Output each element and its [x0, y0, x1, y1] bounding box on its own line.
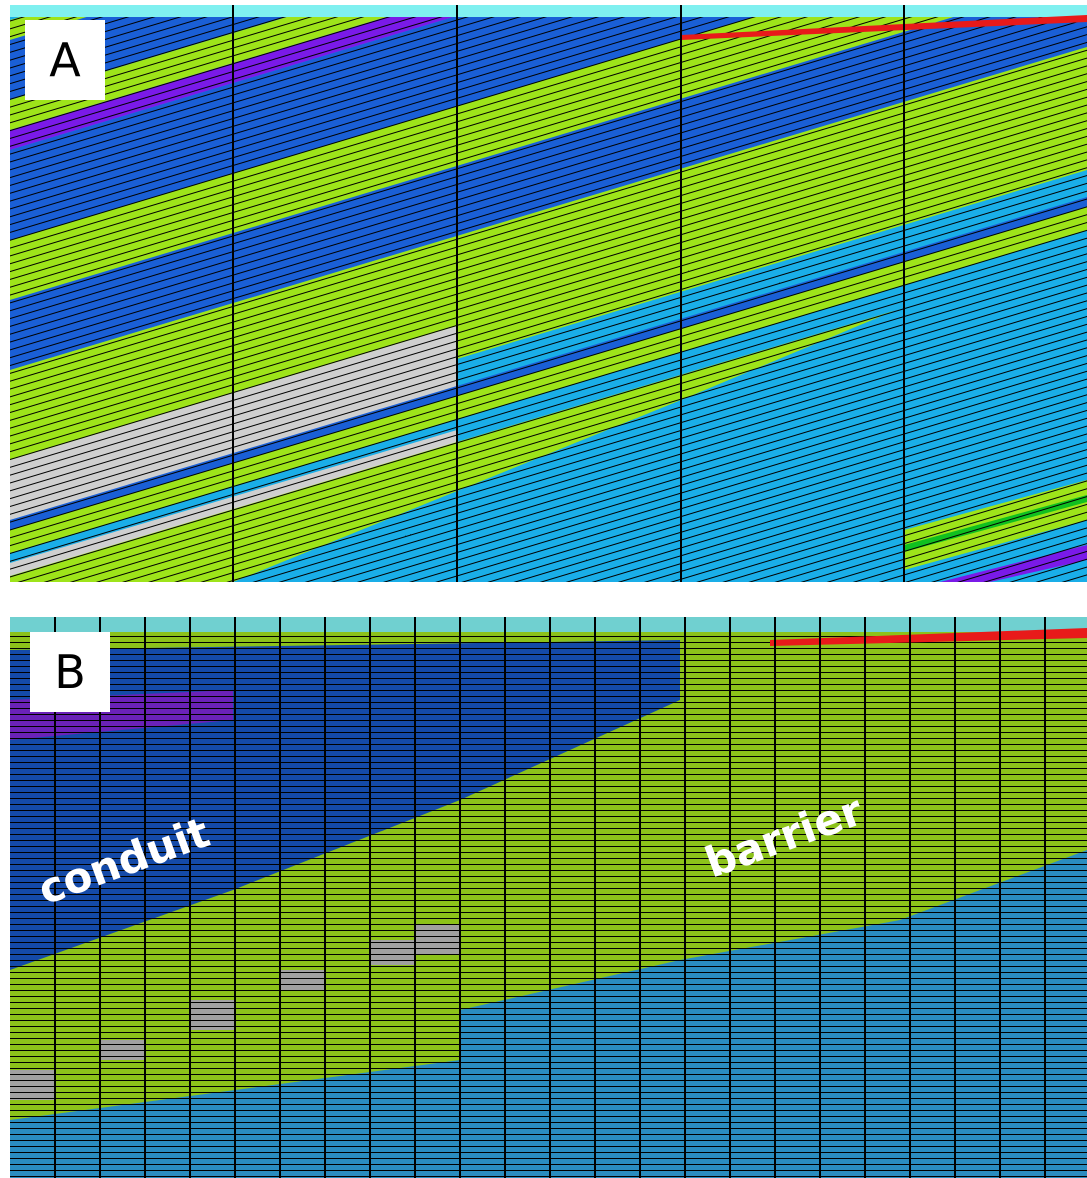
page: {"panels": [{"label": "A"}, {"label": "B… — [0, 0, 1087, 1178]
figure: A B conduit barri — [0, 0, 1087, 1178]
panel-a-model — [10, 0, 1087, 660]
panel-label: B — [54, 645, 86, 699]
panel-label: A — [49, 33, 81, 87]
body: A B conduit barri — [0, 0, 1087, 1178]
panel-b-model — [10, 617, 1087, 1178]
